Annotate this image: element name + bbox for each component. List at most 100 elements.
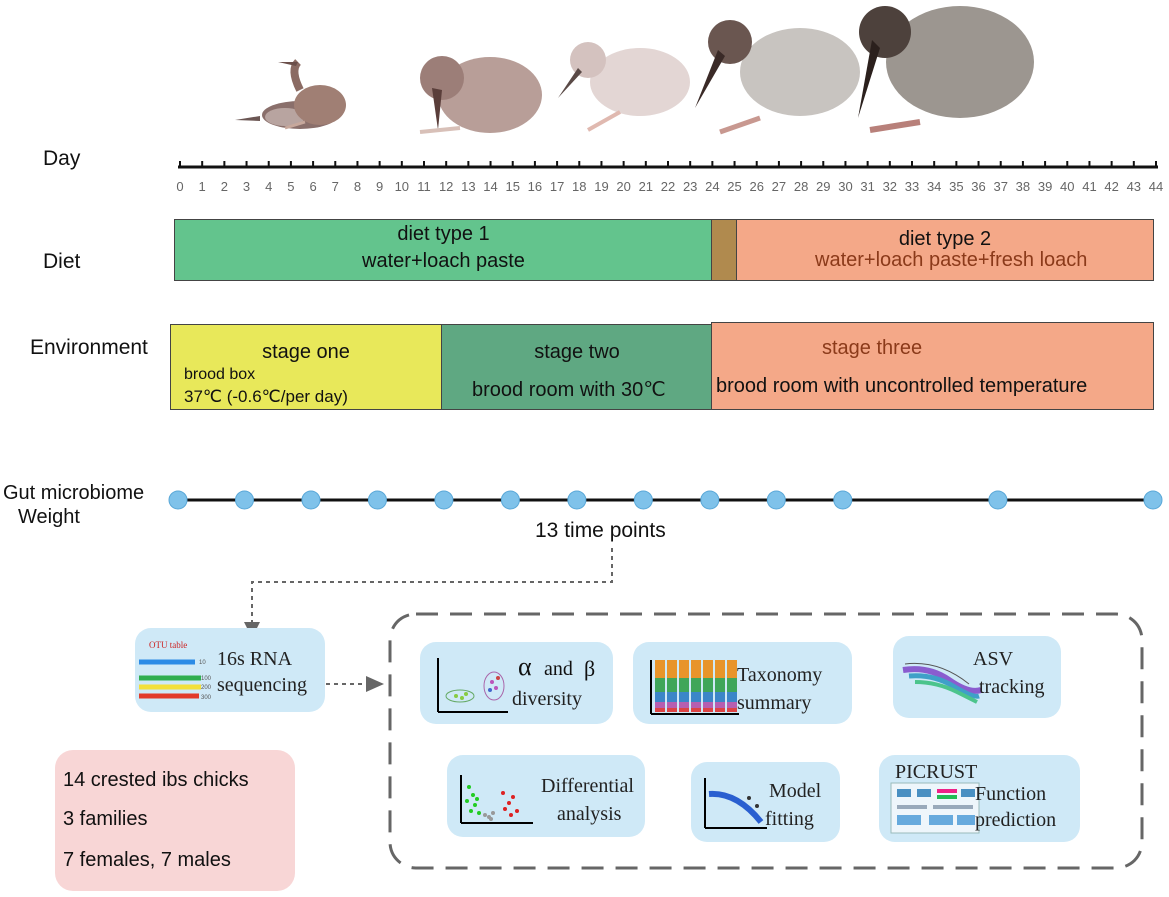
day-tick-label: 41 xyxy=(1082,179,1097,194)
day-tick-label: 39 xyxy=(1037,179,1053,194)
asv-card: ASV tracking xyxy=(893,636,1061,718)
day-tick-label: 27 xyxy=(771,179,787,194)
stack-segment xyxy=(679,678,689,692)
stack-segment xyxy=(691,692,701,702)
function-prediction-icon xyxy=(890,782,980,834)
day-tick-label: 15 xyxy=(505,179,520,194)
chick-day25-image xyxy=(695,20,860,135)
timepoint-dot xyxy=(434,490,454,510)
stack-segment xyxy=(655,692,665,702)
stage-two-bar: stage two brood room with 30℃ xyxy=(441,324,713,410)
stack-segment xyxy=(727,692,737,702)
timepoint-dot xyxy=(700,490,720,510)
stage-one-title: stage one xyxy=(262,341,350,363)
subjects-box: 14 crested ibs chicks 3 families 7 femal… xyxy=(55,750,295,891)
volcano-point xyxy=(503,807,507,811)
chick-day5-image xyxy=(278,59,346,130)
day-tick-label: 5 xyxy=(287,179,295,194)
stack-segment xyxy=(727,708,737,712)
stage-three-desc: brood room with uncontrolled temperature xyxy=(716,375,1088,397)
stage-two-desc: brood room with 30℃ xyxy=(472,379,666,401)
timepoint-dot xyxy=(301,490,321,510)
volcano-point xyxy=(469,809,473,813)
day-tick-label: 31 xyxy=(860,179,875,194)
diversity-card: α and β diversity xyxy=(420,642,613,724)
day-tick-label: 23 xyxy=(682,179,698,194)
stack-segment xyxy=(715,692,725,702)
model-line1: Model xyxy=(769,780,822,802)
volcano-point xyxy=(509,813,513,817)
stack-segment xyxy=(727,678,737,692)
day-tick-label: 26 xyxy=(749,179,764,194)
timepoint-dot xyxy=(500,490,520,510)
taxonomy-card: Taxonomy summary xyxy=(633,642,852,724)
day-tick-label: 24 xyxy=(705,179,720,194)
volcano-point xyxy=(515,809,519,813)
day-tick-label: 11 xyxy=(417,179,431,194)
picrust-title: PICRUST xyxy=(895,761,978,783)
day-tick-label: 43 xyxy=(1126,179,1142,194)
day-tick-label: 14 xyxy=(483,179,498,194)
curve-fit-icon xyxy=(704,778,767,829)
day-label: Day xyxy=(43,147,81,170)
stack-segment xyxy=(679,660,689,678)
svg-text:100: 100 xyxy=(201,676,212,682)
chick-photos xyxy=(235,6,1034,135)
asv-line2: tracking xyxy=(979,676,1045,698)
weight-label: Weight xyxy=(18,506,80,528)
asv-line1: ASV xyxy=(973,648,1014,670)
diet-type2-title: diet type 2 xyxy=(898,228,992,250)
volcano-point xyxy=(511,795,515,799)
chick-day18-image xyxy=(558,42,690,132)
day-tick-label: 16 xyxy=(527,179,543,194)
timepoint-dot xyxy=(766,490,786,510)
function-line2: prediction xyxy=(975,809,1057,831)
volcano-point xyxy=(475,797,479,801)
stack-segment xyxy=(703,692,713,702)
stacked-bar-icon xyxy=(650,660,739,715)
stage-three-bar: stage three brood room with uncontrolled… xyxy=(711,322,1154,410)
stack-segment xyxy=(667,702,677,708)
day-tick-label: 29 xyxy=(816,179,831,194)
stack-segment xyxy=(691,660,701,678)
asv-tracking-icon xyxy=(902,662,982,704)
volcano-point xyxy=(501,791,505,795)
stack-segment xyxy=(715,708,725,712)
day-tick-label: 17 xyxy=(549,179,565,194)
svg-text:10: 10 xyxy=(199,660,206,666)
stack-segment xyxy=(667,678,677,692)
day-tick-label: 1 xyxy=(198,179,206,194)
day-tick-label: 42 xyxy=(1104,179,1119,194)
volcano-point xyxy=(507,801,511,805)
stack-segment xyxy=(679,708,689,712)
function-line1: Function xyxy=(975,783,1047,805)
day-tick-label: 18 xyxy=(572,179,587,194)
differential-line2: analysis xyxy=(557,803,622,825)
stack-segment xyxy=(715,702,725,708)
sequencing-line2: sequencing xyxy=(217,674,307,696)
diet-type2-desc: water+loach paste+fresh loach xyxy=(815,249,1088,271)
volcano-point xyxy=(489,817,493,821)
stack-segment xyxy=(655,702,665,708)
stack-segment xyxy=(703,702,713,708)
picrust-card: PICRUST Function prediction xyxy=(879,755,1080,842)
stack-segment xyxy=(679,702,689,708)
chick-day12-image xyxy=(419,56,542,134)
stack-segment xyxy=(715,660,725,678)
day-tick-label: 38 xyxy=(1015,179,1031,194)
stack-segment xyxy=(703,708,713,712)
day-tick-label: 8 xyxy=(353,179,362,194)
diet-type1-bar: diet type 1 water+loach paste xyxy=(174,219,713,281)
stack-segment xyxy=(691,708,701,712)
day-tick-label: 2 xyxy=(220,179,228,194)
stack-segment xyxy=(667,692,677,702)
svg-text:200: 200 xyxy=(201,685,212,691)
stage-one-line1: brood box xyxy=(184,366,256,383)
stack-segment xyxy=(679,692,689,702)
day-tick-label: 44 xyxy=(1148,179,1164,194)
day-tick-label: 32 xyxy=(882,179,898,194)
stack-segment xyxy=(655,660,665,678)
day-tick-label: 28 xyxy=(793,179,809,194)
day-tick-label: 35 xyxy=(949,179,964,194)
stage-three-title: stage three xyxy=(822,337,923,359)
